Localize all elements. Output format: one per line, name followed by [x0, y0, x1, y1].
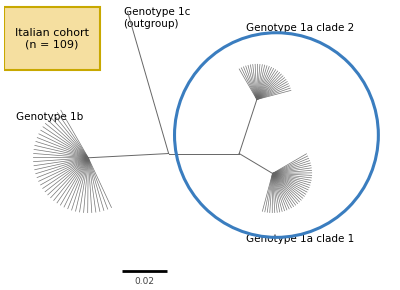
- Text: Genotype 1a clade 2: Genotype 1a clade 2: [246, 23, 354, 33]
- Text: Genotype 1b: Genotype 1b: [16, 112, 83, 122]
- FancyBboxPatch shape: [4, 7, 100, 70]
- Text: Genotype 1c
(outgroup): Genotype 1c (outgroup): [124, 7, 190, 29]
- Text: Genotype 1a clade 1: Genotype 1a clade 1: [246, 235, 354, 244]
- Text: 0.02: 0.02: [134, 277, 154, 286]
- Text: Italian cohort
(n = 109): Italian cohort (n = 109): [15, 28, 89, 49]
